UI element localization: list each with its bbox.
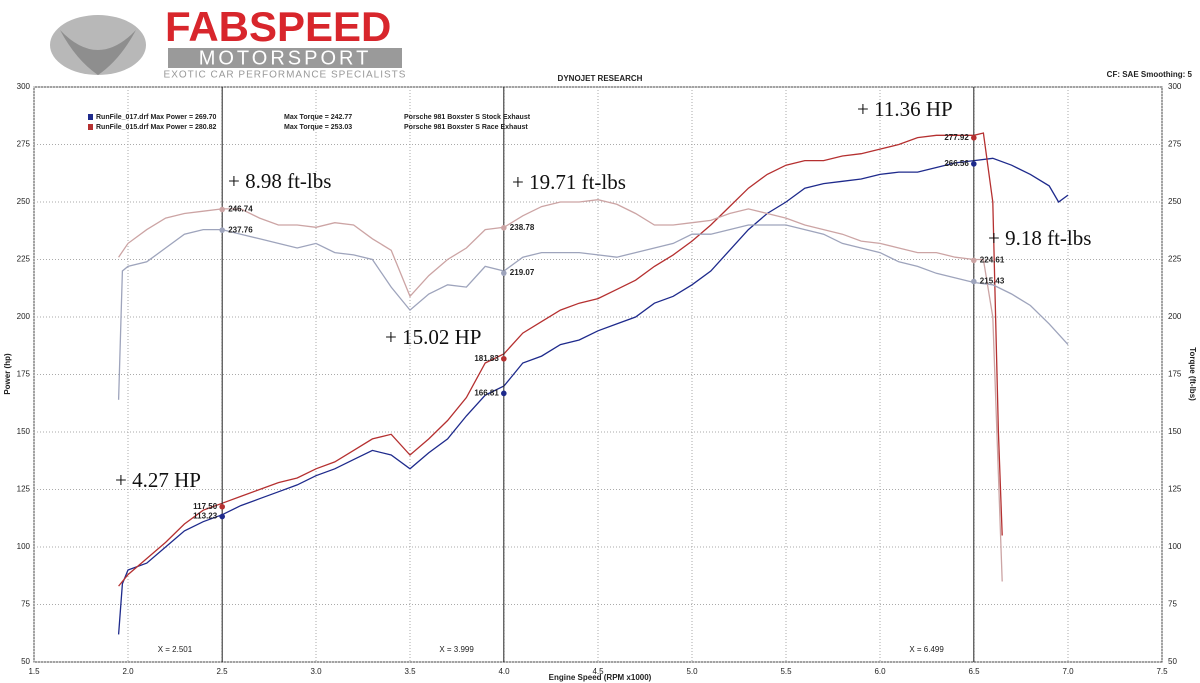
y-tick-label: 225: [17, 255, 31, 264]
cursor-value: 113.23: [193, 512, 218, 521]
x-tick-label: 6.5: [968, 667, 980, 676]
logo-emblem: [50, 15, 146, 75]
cursor-value: 237.76: [228, 225, 253, 234]
legend-text: RunFile_015.drf Max Power = 280.82: [96, 124, 217, 131]
x-tick-label: 7.5: [1156, 667, 1168, 676]
y2-tick-label: 275: [1168, 140, 1182, 149]
settings: CF: SAE Smoothing: 5: [1107, 70, 1193, 79]
series-line: [118, 199, 1003, 582]
cursor-marker: [971, 257, 977, 264]
series-line: [117, 157, 1069, 635]
y2-tick-label: 225: [1168, 255, 1182, 264]
annotation: + 15.02 HP: [385, 325, 481, 349]
x-axis-label: Engine Speed (RPM x1000): [549, 673, 652, 682]
cursor-marker: [219, 513, 225, 520]
legend-text: Max Torque = 242.77: [284, 114, 352, 121]
x-tick-label: 4.5: [592, 667, 604, 676]
y-tick-label: 150: [17, 427, 31, 436]
y-axis-label: Power (hp): [3, 353, 12, 395]
x-tick-label: 7.0: [1062, 667, 1074, 676]
cursor-marker: [219, 206, 225, 213]
cursor-label: X = 6.499: [909, 645, 944, 654]
x-tick-label: 2.5: [216, 667, 228, 676]
cursor-value: 277.92: [944, 133, 969, 142]
legend-text: RunFile_017.drf Max Power = 269.70: [96, 114, 217, 121]
y-tick-label: 275: [17, 140, 31, 149]
legend-text: Max Torque = 253.03: [284, 124, 352, 131]
annotation: + 4.27 HP: [115, 468, 201, 492]
y2-axis-label: Torque (ft-lbs): [1188, 347, 1197, 401]
cursor-label: X = 2.501: [158, 645, 193, 654]
series-line: [118, 132, 1003, 587]
legend-swatch: [88, 114, 93, 120]
cursor-value: 246.74: [228, 205, 253, 214]
legend-text: Porsche 981 Boxster S Race Exhaust: [404, 124, 528, 131]
cursor-value: 224.61: [980, 256, 1005, 265]
y2-tick-label: 300: [1168, 82, 1182, 91]
cursor-value: 117.50: [193, 502, 218, 511]
logo: FABSPEED MOTORSPORT EXOTIC CAR PERFORMAN…: [50, 3, 407, 81]
tagline: EXOTIC CAR PERFORMANCE SPECIALISTS: [164, 70, 407, 81]
cursor-marker: [971, 161, 977, 167]
x-tick-label: 3.5: [404, 667, 416, 676]
cursor-marker: [501, 390, 507, 397]
x-tick-label: 3.0: [310, 667, 322, 676]
y-tick-label: 200: [17, 312, 31, 321]
cursor-value: 215.43: [980, 277, 1005, 286]
cursor-marker: [219, 503, 225, 510]
cursor-value: 266.56: [944, 159, 969, 168]
y-tick-label: 125: [17, 485, 31, 494]
brand: FABSPEED: [165, 3, 391, 50]
annotation: + 19.71 ft-lbs: [512, 170, 626, 194]
y2-tick-label: 150: [1168, 427, 1182, 436]
cursor-value: 166.81: [474, 388, 499, 397]
logo-wings: [60, 30, 136, 75]
x-tick-label: 6.0: [874, 667, 886, 676]
series-line: [117, 224, 1069, 400]
cursor-value: 238.78: [510, 223, 535, 232]
y2-tick-label: 175: [1168, 370, 1182, 379]
cursor-value: 181.83: [474, 354, 499, 363]
x-tick-label: 1.5: [28, 667, 40, 676]
cursor-marker: [501, 355, 507, 362]
cursor-value: 219.07: [510, 268, 535, 277]
legend-swatch: [88, 124, 93, 130]
y-tick-label: 250: [17, 197, 31, 206]
x-tick-label: 5.5: [780, 667, 792, 676]
chart-title: DYNOJET RESEARCH: [558, 74, 643, 83]
brand-sub: MOTORSPORT: [199, 47, 372, 69]
cursor-marker: [501, 225, 507, 231]
y-tick-label: 300: [17, 82, 31, 91]
x-tick-label: 2.0: [122, 667, 134, 676]
y2-tick-label: 50: [1168, 657, 1177, 666]
cursor-label: X = 3.999: [439, 645, 474, 654]
y2-tick-label: 200: [1168, 312, 1182, 321]
y-tick-label: 175: [17, 370, 31, 379]
y-tick-label: 50: [21, 657, 30, 666]
y-tick-label: 100: [17, 542, 31, 551]
cursor-marker: [219, 227, 225, 233]
annotation: + 8.98 ft-lbs: [228, 169, 331, 193]
cursor-marker: [971, 134, 977, 141]
brand-bar: [168, 48, 402, 68]
legend-text: Porsche 981 Boxster S Stock Exhaust: [404, 114, 531, 121]
y2-tick-label: 250: [1168, 197, 1182, 206]
y2-tick-label: 125: [1168, 485, 1182, 494]
x-tick-label: 5.0: [686, 667, 698, 676]
y2-tick-label: 100: [1168, 542, 1182, 551]
x-tick-label: 4.0: [498, 667, 510, 676]
annotation: + 9.18 ft-lbs: [988, 226, 1091, 250]
cursor-marker: [971, 278, 977, 285]
y-tick-label: 75: [21, 600, 30, 609]
cursor-marker: [501, 270, 507, 276]
y2-tick-label: 75: [1168, 600, 1177, 609]
annotation: + 11.36 HP: [857, 97, 953, 121]
